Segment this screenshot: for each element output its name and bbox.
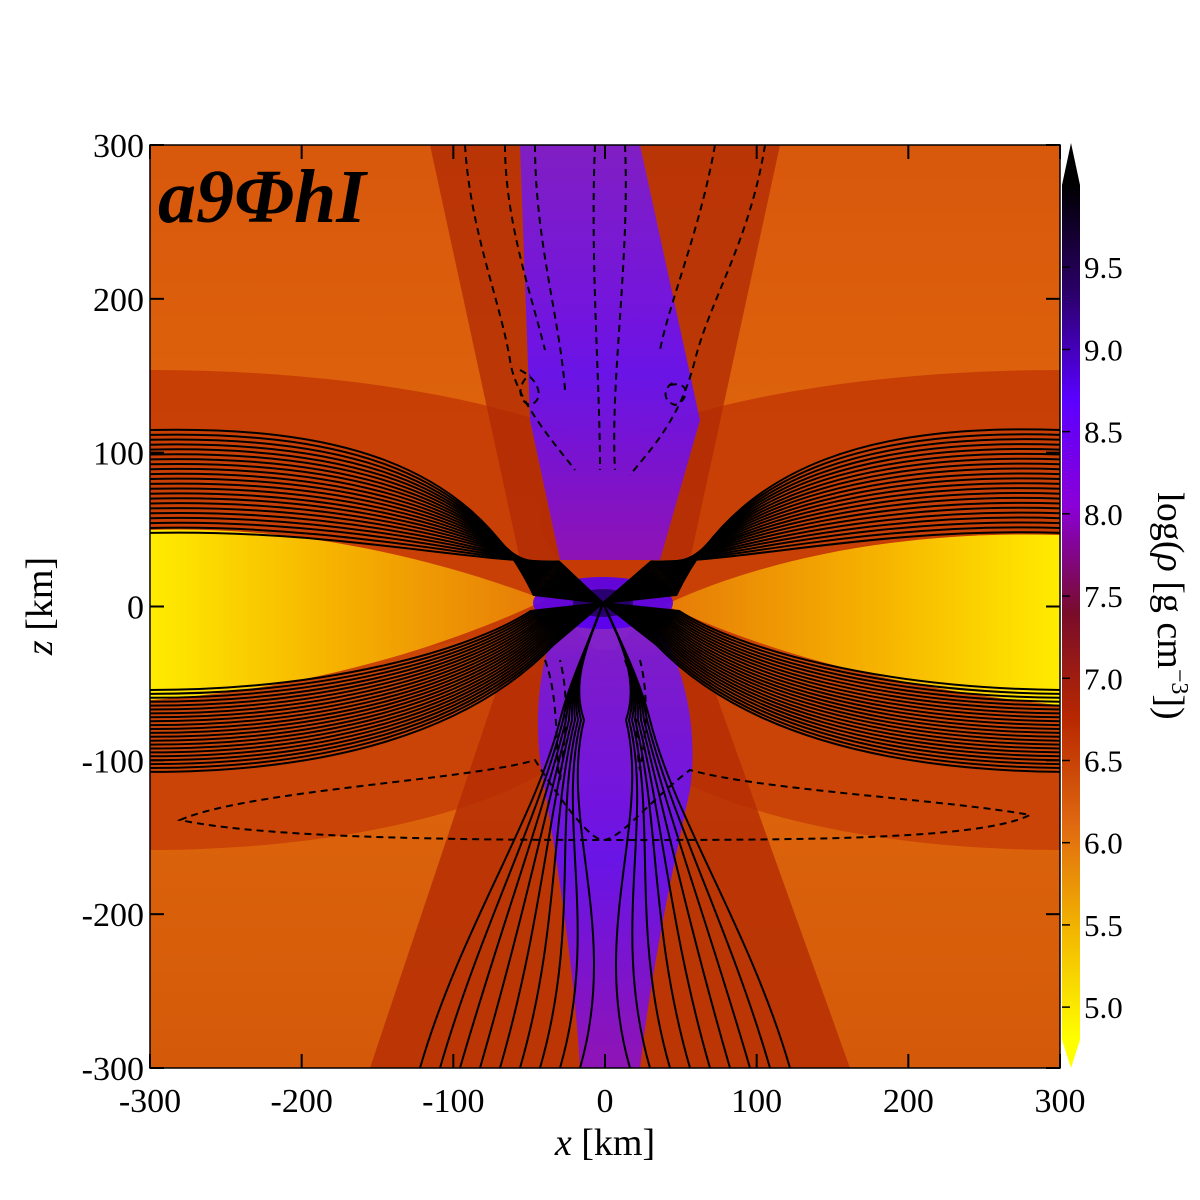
field-line-dashed: [176, 758, 1034, 842]
y-tick-label: 300: [93, 128, 144, 165]
colorbar-extend-bottom: [1062, 1040, 1080, 1068]
colorbar-tick-label: 9.5: [1084, 250, 1123, 285]
panel-label: a9ΦhI: [158, 155, 368, 239]
x-tick-label: 200: [883, 1083, 934, 1120]
field-line-dashed: [504, 145, 546, 351]
field-line-dashed: [613, 145, 627, 471]
colorbar-body: [1062, 185, 1080, 1040]
colorbar-tick-label: 5.0: [1084, 990, 1123, 1025]
field-line-dashed: [624, 659, 647, 771]
field-line: [602, 602, 634, 1068]
field-line-dashed: [592, 145, 601, 471]
x-axis: -300 -200 -100 0 100 200 300: [119, 145, 1086, 1120]
y-tick-label: 100: [93, 436, 144, 473]
x-tick-label: -200: [271, 1083, 333, 1120]
x-tick-label: 0: [597, 1083, 614, 1120]
x-tick-label: 100: [731, 1083, 782, 1120]
colorbar-title: log(ρ [g cm−3]): [1149, 492, 1192, 719]
y-axis-title: z [km]: [19, 557, 61, 656]
field-line-contours: [150, 145, 1060, 1068]
y-axis: -300 -200 -100 0 100 200 300: [82, 128, 1060, 1088]
colorbar-tick-label: 6.5: [1084, 743, 1123, 778]
field-line-dashed: [659, 145, 716, 351]
y-tick-label: 200: [93, 282, 144, 319]
x-tick-label: 300: [1035, 1083, 1086, 1120]
x-axis-title: x [km]: [554, 1122, 655, 1164]
density-heatmap: [150, 145, 1060, 1068]
y-tick-label: -300: [82, 1051, 144, 1088]
field-line: [576, 602, 604, 1068]
colorbar: 5.0 5.5 6.0 6.5 7.0 7.5 8.0 8.5 9.0 9.5: [1062, 143, 1123, 1068]
field-line-dashed: [544, 659, 567, 781]
y-tick-label: 0: [127, 590, 144, 627]
y-tick-label: -200: [82, 897, 144, 934]
colorbar-tick-label: 5.5: [1084, 908, 1123, 943]
x-tick-label: -300: [119, 1083, 181, 1120]
field-line-dashed: [629, 145, 766, 476]
y-tick-label: -100: [82, 743, 144, 780]
colorbar-extend-top: [1062, 143, 1080, 185]
field-line-dashed: [534, 145, 566, 391]
colorbar-tick-label: 7.0: [1084, 661, 1123, 696]
colorbar-tick-label: 6.0: [1084, 826, 1123, 861]
colorbar-tick-label: 8.0: [1084, 497, 1123, 532]
field-line-dashed: [664, 381, 687, 407]
colorbar-tick-label: 8.5: [1084, 415, 1123, 450]
x-tick-label: -100: [422, 1083, 484, 1120]
field-line-dashed: [519, 369, 540, 407]
colorbar-tick-label: 9.0: [1084, 332, 1123, 367]
colorbar-tick-label: 7.5: [1084, 579, 1123, 614]
